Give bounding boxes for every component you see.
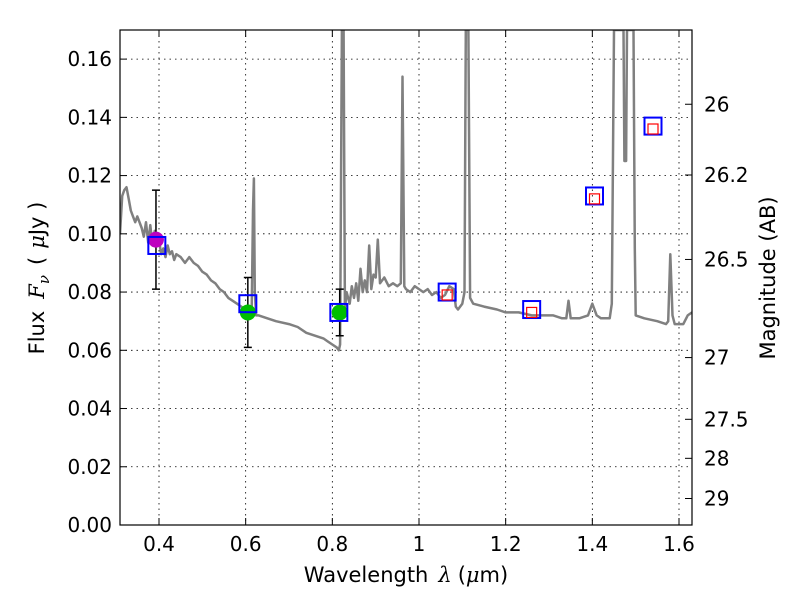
- right-axis-title: Magnitude (AB): [756, 196, 780, 359]
- x-tick-label: 0.6: [230, 532, 262, 556]
- upper-limit-markers: [441, 123, 659, 319]
- upper-limit-marker: [441, 289, 453, 301]
- upper-limit-marker: [588, 193, 601, 205]
- x-tick-label: 1.6: [663, 532, 695, 556]
- x-tick-label: 0.8: [316, 532, 348, 556]
- y-tick-label: 0.12: [67, 164, 112, 188]
- y-tick-label: 0.16: [67, 47, 112, 71]
- y-axis-title: FluxFν(μJy ): [25, 202, 53, 355]
- model-photometry-marker: [329, 302, 349, 322]
- observed-point: [147, 231, 164, 248]
- right-tick-label: 28: [704, 446, 729, 470]
- x-tick-label: 0.4: [143, 532, 175, 556]
- y-tick-label: 0.14: [67, 105, 112, 129]
- right-tick-label: 26.2: [704, 163, 749, 187]
- upper-limit-marker: [526, 306, 538, 319]
- right-axis-ticks: 26 26.2 26.5 27 27.5 28 29: [685, 92, 749, 511]
- x-tick-label: 1: [413, 532, 426, 556]
- model-photometry-marker: [238, 294, 258, 314]
- right-tick-label: 29: [704, 487, 729, 511]
- right-tick-label: 27: [704, 346, 729, 370]
- y-tick-label: 0.04: [67, 397, 112, 421]
- x-tick-label: 1.4: [576, 532, 608, 556]
- y-tick-label: 0.08: [67, 280, 112, 304]
- y-axis-ticks: 0.00 0.02 0.04 0.06 0.08 0.10 0.12 0.14 0.16: [67, 47, 127, 537]
- model-sed-line: [120, 30, 692, 352]
- y-tick-label: 0.10: [67, 222, 112, 246]
- model-photometry-markers: [147, 116, 663, 322]
- right-tick-label: 26.5: [704, 247, 749, 271]
- plot-frame: [119, 29, 693, 526]
- y-tick-label: 0.00: [67, 513, 112, 537]
- x-axis-ticks: 0.4 0.6 0.8 1 1.2 1.4 1.6: [143, 30, 695, 556]
- observed-point: [331, 304, 348, 321]
- model-photometry-marker: [147, 235, 167, 255]
- x-axis-title: Wavelength λ (μm): [304, 563, 508, 587]
- y-tick-label: 0.06: [67, 338, 112, 362]
- right-tick-label: 26: [704, 92, 729, 116]
- y-tick-label: 0.02: [67, 455, 112, 479]
- x-tick-label: 1.2: [490, 532, 522, 556]
- right-tick-label: 27.5: [704, 407, 749, 431]
- upper-limit-marker: [647, 123, 659, 135]
